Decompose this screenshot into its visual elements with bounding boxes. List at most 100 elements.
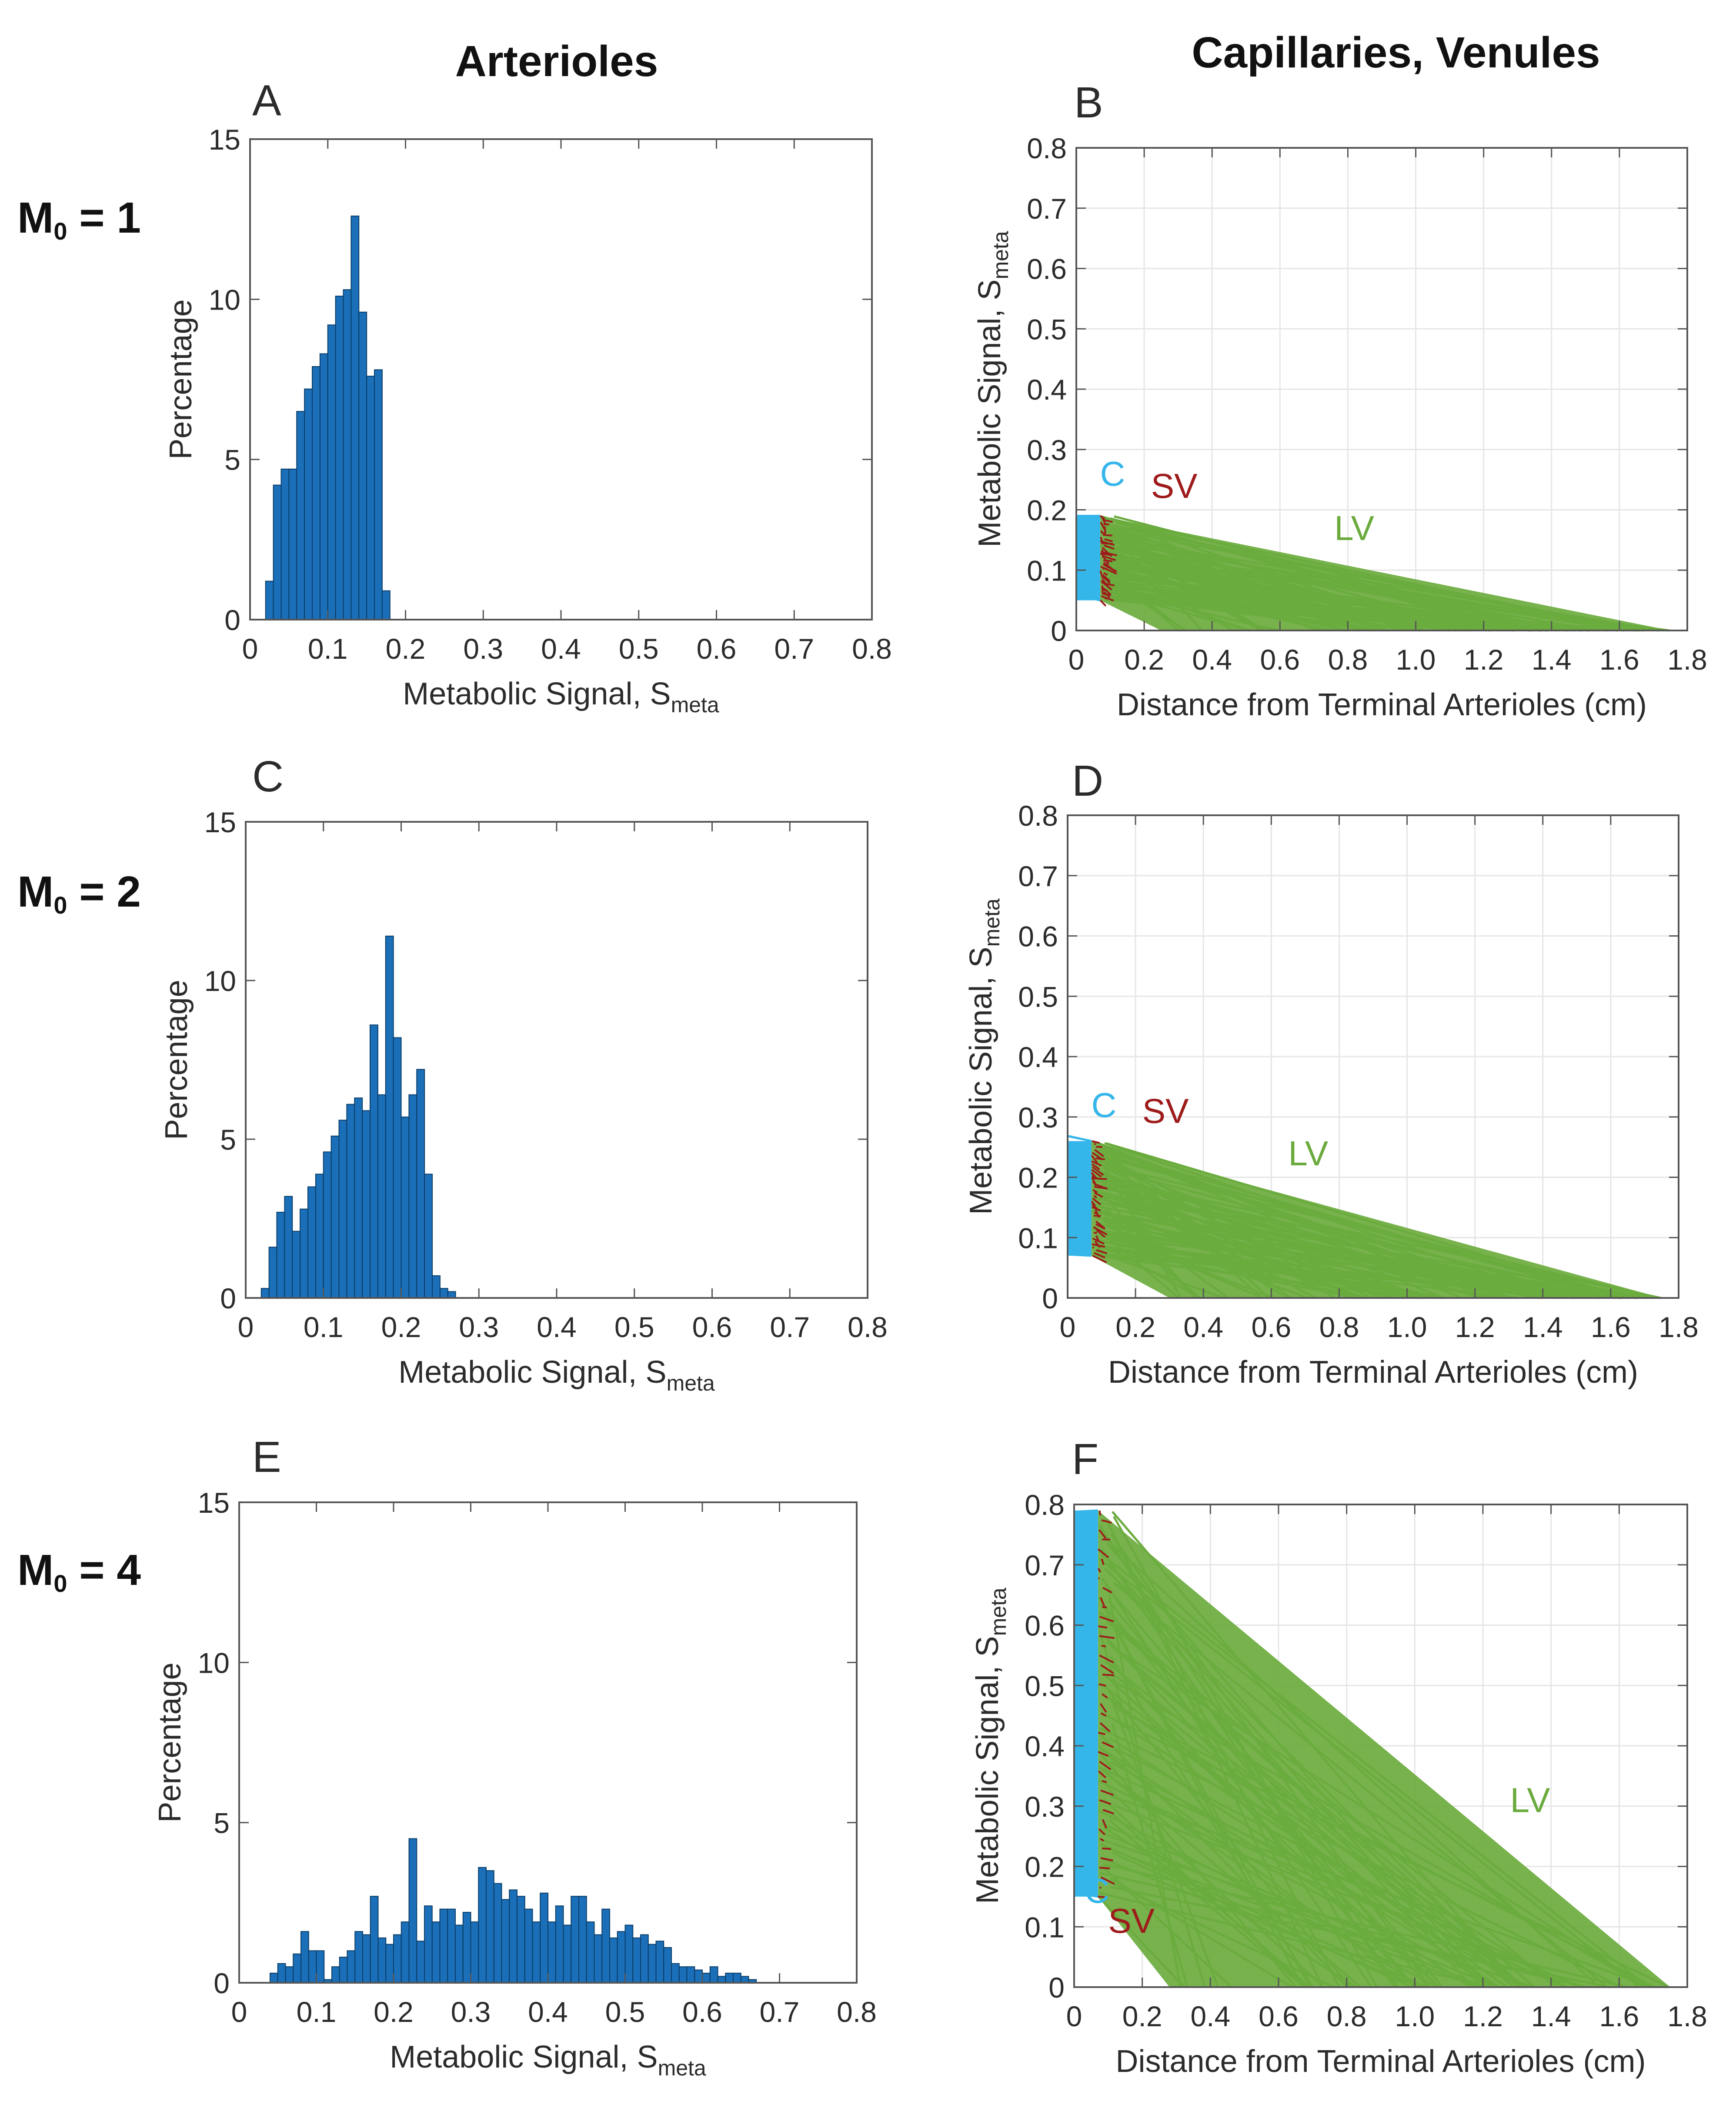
histogram-bar [663, 1947, 672, 1984]
series-sv-lines [1091, 1140, 1108, 1264]
sv-line [1102, 1847, 1111, 1850]
histogram-bar [319, 353, 328, 620]
histogram-bar [709, 1966, 718, 1983]
capillary-line [1074, 1590, 1098, 1594]
series-label-lv: LV [1288, 1134, 1329, 1173]
panel-letter-d: D [1072, 757, 1103, 805]
capillary-line [1074, 1847, 1098, 1855]
x-tick-label: 0.2 [386, 633, 426, 665]
sv-line [1100, 1712, 1107, 1717]
series-label-c: C [1092, 1086, 1117, 1124]
histogram-bar [316, 1950, 325, 1984]
x-tick-label: 1.4 [1531, 2000, 1571, 2032]
x-tick-label: 0.8 [837, 1996, 877, 2028]
capillary-line [1076, 585, 1101, 592]
capillary-line [1067, 1180, 1092, 1185]
histogram-bar [362, 1110, 371, 1299]
histogram-bar [284, 1196, 293, 1298]
series-label-c: C [1100, 454, 1125, 493]
x-tick-label: 1.8 [1667, 2000, 1707, 2032]
panel-b: C SV LV 0 0.2 0.4 0.6 0.8 1.0 1.2 1.4 1.6 1.8 0 0.1 0.2… [972, 132, 1707, 722]
histogram-bar [540, 1892, 548, 1984]
x-tick-label: 0.8 [1327, 2000, 1367, 2032]
x-tick-label: 0.5 [614, 1311, 654, 1343]
sv-line [1100, 522, 1105, 529]
capillary-line [1074, 1701, 1098, 1705]
histogram-bar [296, 411, 305, 620]
x-tick-label: 0 [1060, 1311, 1076, 1343]
sv-line [1092, 1203, 1099, 1211]
histogram-bar [265, 580, 274, 620]
capillary-line [1076, 518, 1100, 521]
x-tick-label: 1.8 [1659, 1311, 1699, 1343]
row-label-m0-2: M0 = 2 [17, 867, 141, 919]
sv-line [1102, 1606, 1107, 1608]
capillary-line [1074, 1874, 1098, 1882]
heading-capillaries-venules: Capillaries, Venules [1192, 28, 1600, 77]
y-tick-label: 0.7 [1025, 1549, 1065, 1581]
histogram-bar [439, 1908, 448, 1984]
sv-line [1092, 1175, 1095, 1184]
y-tick-label: 0.6 [1018, 921, 1058, 953]
panel-letter-f: F [1072, 1435, 1098, 1484]
sv-line [1093, 1181, 1097, 1186]
histogram-bar [270, 1972, 278, 1983]
sv-line [1098, 1568, 1102, 1573]
series-label-c: C [1085, 1871, 1110, 1910]
sv-line [1091, 1160, 1102, 1167]
sv-line [1103, 591, 1111, 598]
x-tick-label: 0 [242, 633, 258, 665]
sv-line [1099, 1703, 1107, 1713]
x-tick-label: 0.6 [697, 633, 737, 665]
x-tick-label: 0.7 [760, 1996, 800, 2028]
histogram-bar [740, 1976, 749, 1983]
histogram-bar [702, 1972, 711, 1983]
y-tick-label: 0.8 [1018, 800, 1058, 832]
x-tick-label: 0.3 [463, 633, 503, 665]
x-tick-label: 0 [1066, 2000, 1082, 2032]
capillary-line [1074, 1751, 1098, 1757]
y-axis-label: Metabolic Signal, Smeta [964, 898, 1004, 1215]
histogram-bar [571, 1896, 579, 1984]
sv-line [1102, 1741, 1114, 1748]
histogram-bar [424, 1905, 433, 1984]
histogram-bar [370, 1896, 379, 1984]
histogram-bar [548, 1921, 556, 1983]
x-tick-label: 0.6 [682, 1996, 722, 2028]
histogram-bar [555, 1905, 564, 1984]
histogram-bar [447, 1291, 456, 1298]
histogram-bar [509, 1889, 517, 1984]
histogram-bar [366, 376, 375, 620]
x-tick-label: 0.1 [297, 1996, 337, 2028]
capillary-line [1067, 1253, 1092, 1257]
sv-line [1096, 1249, 1108, 1254]
panel-letter-b: B [1074, 78, 1103, 127]
histogram-bar [276, 1211, 285, 1298]
histogram-bar [694, 1969, 703, 1983]
sv-line [1099, 570, 1104, 579]
sv-line [1101, 1644, 1106, 1648]
x-tick-label: 1.2 [1455, 1311, 1495, 1343]
x-axis-label: Metabolic Signal, Smeta [390, 2040, 706, 2080]
sv-line [1103, 572, 1108, 576]
y-tick-label: 0 [1048, 1971, 1065, 2004]
sv-line [1100, 1597, 1105, 1607]
x-tick-label: 0.8 [848, 1311, 888, 1343]
x-tick-label: 1.2 [1463, 2000, 1503, 2032]
capillary-line [1074, 1780, 1098, 1785]
histogram-bar [725, 1972, 734, 1983]
sv-line [1098, 1770, 1107, 1778]
histogram-bar [346, 1104, 355, 1298]
capillary-line [1067, 1154, 1092, 1157]
histogram-bar [370, 1024, 378, 1298]
panel-letter-a: A [252, 76, 281, 125]
x-tick-label: 1.6 [1591, 1311, 1631, 1343]
sv-line [1103, 534, 1112, 537]
x-tick-label: 0.5 [605, 1996, 645, 2028]
histogram-bar [343, 289, 352, 620]
y-tick-label: 0 [1051, 615, 1067, 647]
sv-line [1102, 1819, 1107, 1829]
sv-line [1095, 1235, 1100, 1242]
sv-line [1093, 1226, 1108, 1236]
x-tick-label: 0.2 [1122, 2000, 1162, 2032]
